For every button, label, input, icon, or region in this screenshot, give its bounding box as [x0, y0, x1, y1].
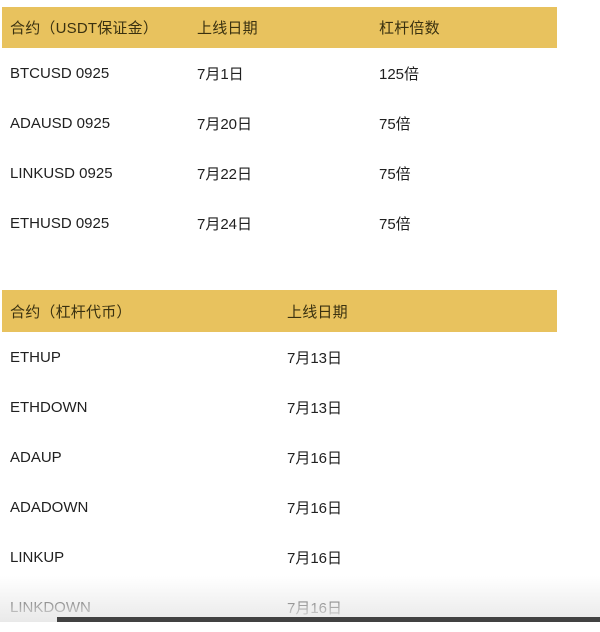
- cell-launch-date: 7月16日: [287, 499, 343, 517]
- column-header-contract: 合约（USDT保证金）: [10, 20, 159, 37]
- cell-contract: LINKDOWN: [10, 598, 91, 616]
- cell-launch-date: 7月20日: [197, 115, 253, 133]
- cell-launch-date: 7月1日: [197, 65, 244, 83]
- partial-element-bar: [57, 617, 600, 622]
- cell-launch-date: 7月13日: [287, 349, 343, 367]
- column-header-contract: 合约（杠杆代币）: [10, 303, 132, 321]
- leveraged-tokens-table: 合约（杠杆代币） 上线日期 ETHUP 7月13日 ETHDOWN 7月13日 …: [2, 290, 557, 632]
- cell-leverage: 75倍: [379, 165, 411, 183]
- cell-launch-date: 7月16日: [287, 449, 343, 467]
- column-header-launch-date: 上线日期: [287, 303, 348, 321]
- table-row: ADAUSD 0925 7月20日 75倍: [2, 98, 557, 148]
- cell-launch-date: 7月13日: [287, 399, 343, 417]
- table-row: LINKUSD 0925 7月22日 75倍: [2, 148, 557, 198]
- cell-leverage: 75倍: [379, 115, 411, 133]
- cell-contract: ETHUP: [10, 348, 61, 366]
- table-row: LINKUP 7月16日: [2, 532, 557, 582]
- leveraged-tokens-table-header: 合约（杠杆代币） 上线日期: [2, 290, 557, 332]
- cell-contract: ADAUP: [10, 448, 62, 466]
- cell-launch-date: 7月22日: [197, 165, 253, 183]
- cell-contract: LINKUSD 0925: [10, 164, 113, 182]
- table-row: ETHUSD 0925 7月24日 75倍: [2, 198, 557, 248]
- cell-leverage: 75倍: [379, 215, 411, 233]
- cell-launch-date: 7月16日: [287, 549, 343, 567]
- cell-contract: ETHDOWN: [10, 398, 88, 416]
- cell-contract: LINKUP: [10, 548, 65, 566]
- cell-contract: ADAUSD 0925: [10, 114, 111, 132]
- table-row: ADAUP 7月16日: [2, 432, 557, 482]
- table-row: LINKDOWN 7月16日: [2, 582, 557, 632]
- usdt-futures-table: 合约（USDT保证金） 上线日期 杠杆倍数 BTCUSD 0925 7月1日 1…: [2, 7, 557, 248]
- cell-launch-date: 7月16日: [287, 599, 343, 617]
- column-header-leverage: 杠杆倍数: [379, 20, 440, 37]
- cell-leverage: 125倍: [379, 65, 420, 83]
- table-row: ADADOWN 7月16日: [2, 482, 557, 532]
- table-row: ETHUP 7月13日: [2, 332, 557, 382]
- cell-contract: ETHUSD 0925: [10, 214, 110, 232]
- cell-contract: BTCUSD 0925: [10, 64, 110, 82]
- table-row: BTCUSD 0925 7月1日 125倍: [2, 48, 557, 98]
- cell-launch-date: 7月24日: [197, 215, 253, 233]
- column-header-launch-date: 上线日期: [197, 20, 258, 37]
- table-row: ETHDOWN 7月13日: [2, 382, 557, 432]
- cell-contract: ADADOWN: [10, 498, 89, 516]
- usdt-futures-table-header: 合约（USDT保证金） 上线日期 杠杆倍数: [2, 7, 557, 48]
